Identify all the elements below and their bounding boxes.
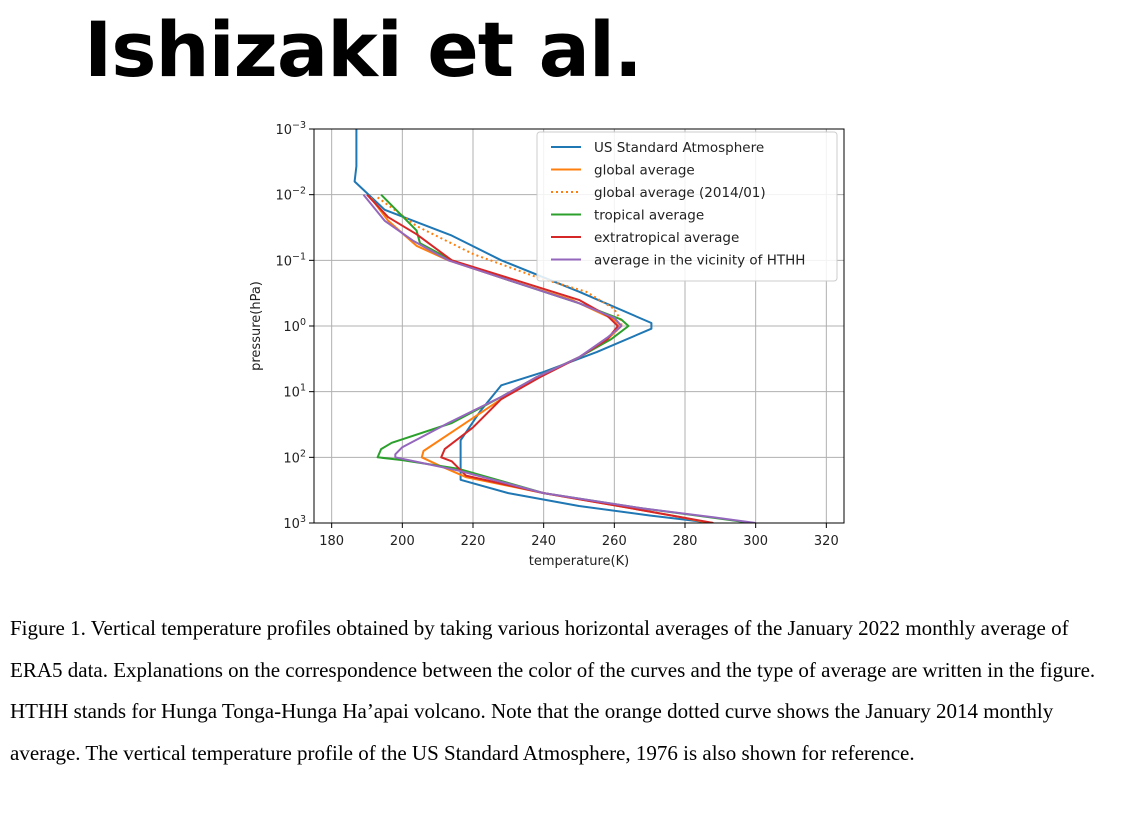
- series-line-0: [353, 129, 714, 523]
- y-tick-label-2: 10−1: [275, 251, 306, 269]
- y-tick-label-1: 10−2: [275, 186, 306, 204]
- legend-label-0: US Standard Atmosphere: [594, 140, 764, 156]
- temperature-profile-chart: 180 200 220 240 260 280 300 320 10−3 10−2 10−1 100 1…: [249, 120, 845, 569]
- x-tick-label-7: 320: [814, 534, 839, 549]
- legend-box: [536, 131, 838, 282]
- x-tick-label-2: 220: [461, 534, 486, 549]
- x-axis-label: temperature(K): [529, 554, 629, 569]
- x-tick-label-5: 280: [673, 534, 698, 549]
- series-group: [353, 129, 756, 523]
- legend-label-3: tropical average: [594, 208, 704, 224]
- legend-label-1: global average: [594, 163, 695, 179]
- y-tick-label-6: 103: [283, 514, 306, 532]
- x-tick-label-4: 260: [602, 534, 627, 549]
- x-tick-label-0: 180: [319, 534, 344, 549]
- y-tick-label-3: 100: [283, 317, 306, 335]
- legend-label-2: global average (2014/01): [594, 185, 766, 201]
- legend-label-4: extratropical average: [594, 230, 739, 246]
- series-line-5: [362, 194, 756, 523]
- figure-caption: Figure 1. Vertical temperature profiles …: [10, 616, 1096, 765]
- legend: US Standard Atmosphere global average glob…: [536, 131, 838, 282]
- y-tick-label-5: 102: [283, 448, 306, 466]
- x-tick-label-6: 300: [743, 534, 768, 549]
- y-tick-label-4: 101: [283, 383, 306, 401]
- slide-title: Ishizaki et al.: [84, 5, 643, 94]
- y-axis-label: pressure(hPa): [249, 281, 264, 371]
- legend-label-5: average in the vicinity of HTHH: [594, 253, 805, 269]
- x-tick-label-3: 240: [531, 534, 556, 549]
- y-tick-label-0: 10−3: [275, 120, 306, 138]
- x-tick-label-1: 200: [390, 534, 415, 549]
